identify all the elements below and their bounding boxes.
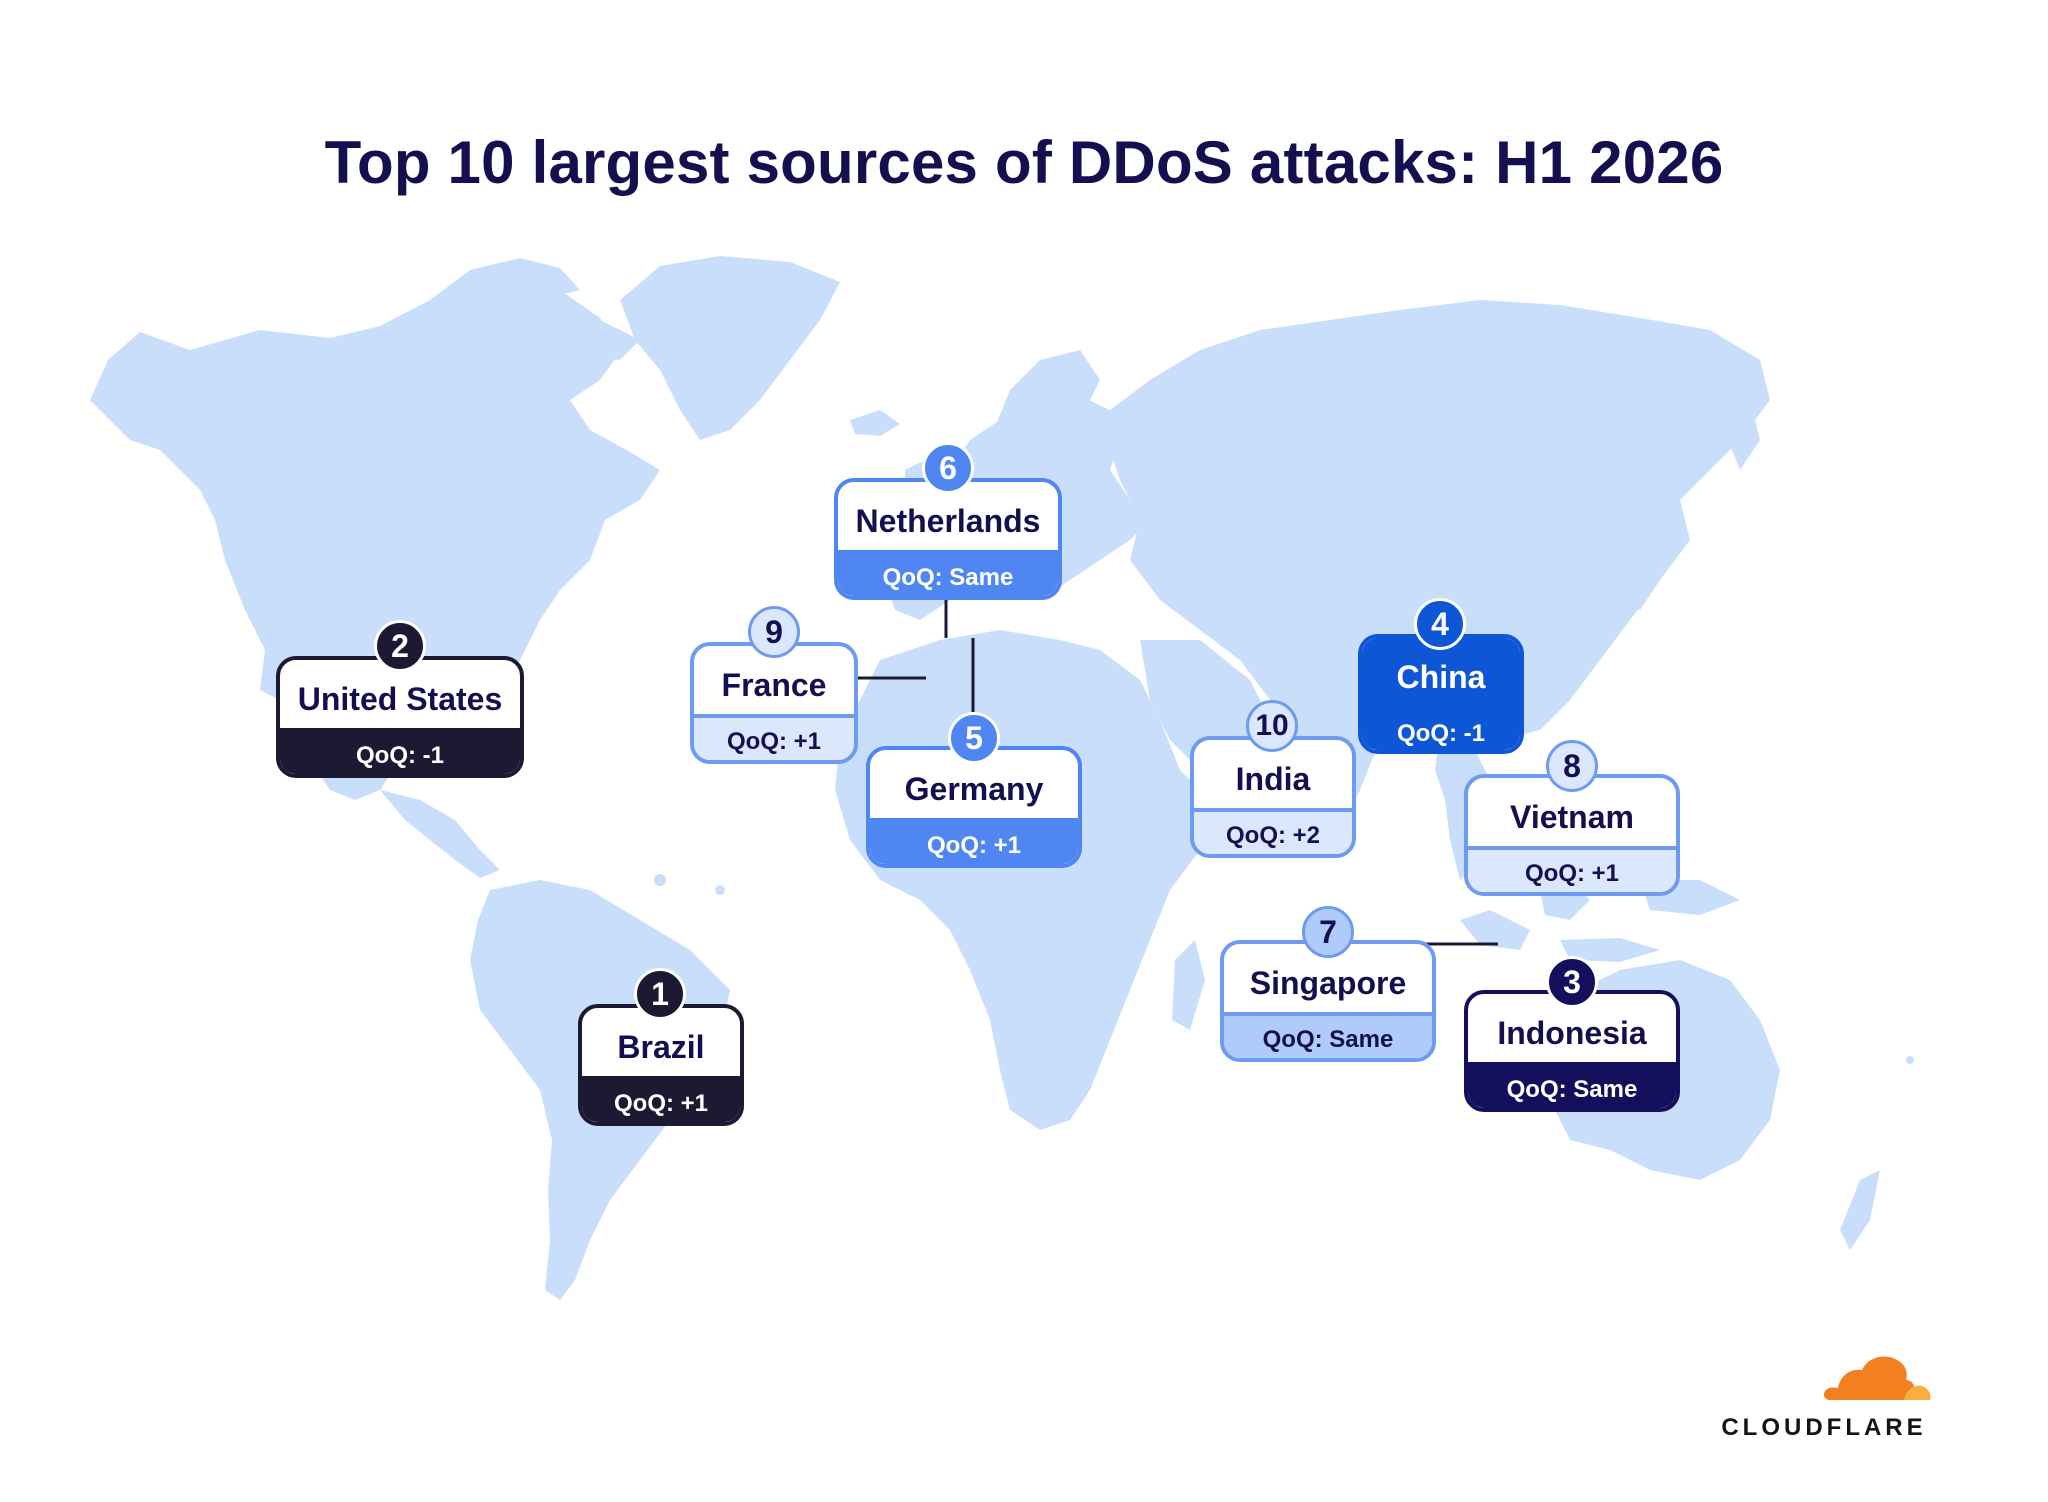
rank-badge-9: 9 [748, 606, 800, 658]
country-name: Vietnam [1510, 798, 1634, 835]
landmass-indonesia [1460, 910, 1530, 950]
card-india: India QoQ: +2 [1190, 736, 1356, 858]
country-name: France [721, 666, 827, 703]
country-name: Brazil [617, 1028, 705, 1065]
country-name: United States [297, 680, 503, 717]
qoq-change: QoQ: Same [1468, 1062, 1676, 1108]
qoq-change: QoQ: +1 [582, 1076, 740, 1122]
map-title: Top 10 largest sources of DDoS attacks: … [324, 129, 1724, 197]
qoq-change: QoQ: +2 [1194, 808, 1352, 854]
cloudflare-cloud-icon [1823, 1356, 1931, 1400]
card-singapore: Singapore QoQ: Same [1220, 940, 1436, 1062]
qoq-change: QoQ: Same [838, 550, 1058, 596]
rank-badge-8: 8 [1546, 740, 1598, 792]
card-indonesia: Indonesia QoQ: Same [1464, 990, 1680, 1112]
country-name: Netherlands [855, 502, 1041, 539]
qoq-change: QoQ: +1 [870, 818, 1078, 864]
rank-badge-3: 3 [1546, 956, 1598, 1008]
landmass-north-america [90, 282, 660, 800]
qoq-change: QoQ: Same [1224, 1012, 1432, 1058]
rank-badge-5: 5 [948, 712, 1000, 764]
card-brazil: Brazil QoQ: +1 [578, 1004, 744, 1126]
country-name: India [1235, 760, 1311, 797]
cloudflare-wordmark: CLOUDFLARE [1721, 1414, 1927, 1441]
rank-badge-7: 7 [1302, 906, 1354, 958]
cloudflare-logo: CLOUDFLARE [1708, 1350, 1940, 1450]
card-netherlands: Netherlands QoQ: Same [834, 478, 1062, 600]
landmass-arctic-islands [430, 258, 580, 312]
card-france: France QoQ: +1 [690, 642, 858, 764]
rank-badge-2: 2 [374, 620, 426, 672]
card-germany: Germany QoQ: +1 [866, 746, 1082, 868]
qoq-change: QoQ: +1 [694, 714, 854, 760]
qoq-change: QoQ: -1 [280, 728, 520, 774]
qoq-change: QoQ: -1 [1362, 706, 1520, 750]
rank-badge-1: 1 [634, 968, 686, 1020]
country-name: Singapore [1249, 964, 1407, 1001]
country-name: Germany [904, 770, 1044, 807]
card-china: China QoQ: -1 [1358, 634, 1524, 754]
rank-badge-6: 6 [922, 442, 974, 494]
rank-badge-10: 10 [1246, 700, 1298, 752]
rank-badge-4: 4 [1414, 598, 1466, 650]
card-united-states: United States QoQ: -1 [276, 656, 524, 778]
qoq-change: QoQ: +1 [1468, 846, 1676, 892]
landmass-asia [1110, 300, 1770, 780]
country-name: Indonesia [1497, 1014, 1647, 1051]
card-vietnam: Vietnam QoQ: +1 [1464, 774, 1680, 896]
landmass-central-america [380, 790, 500, 878]
landmass-greenland [620, 256, 840, 440]
